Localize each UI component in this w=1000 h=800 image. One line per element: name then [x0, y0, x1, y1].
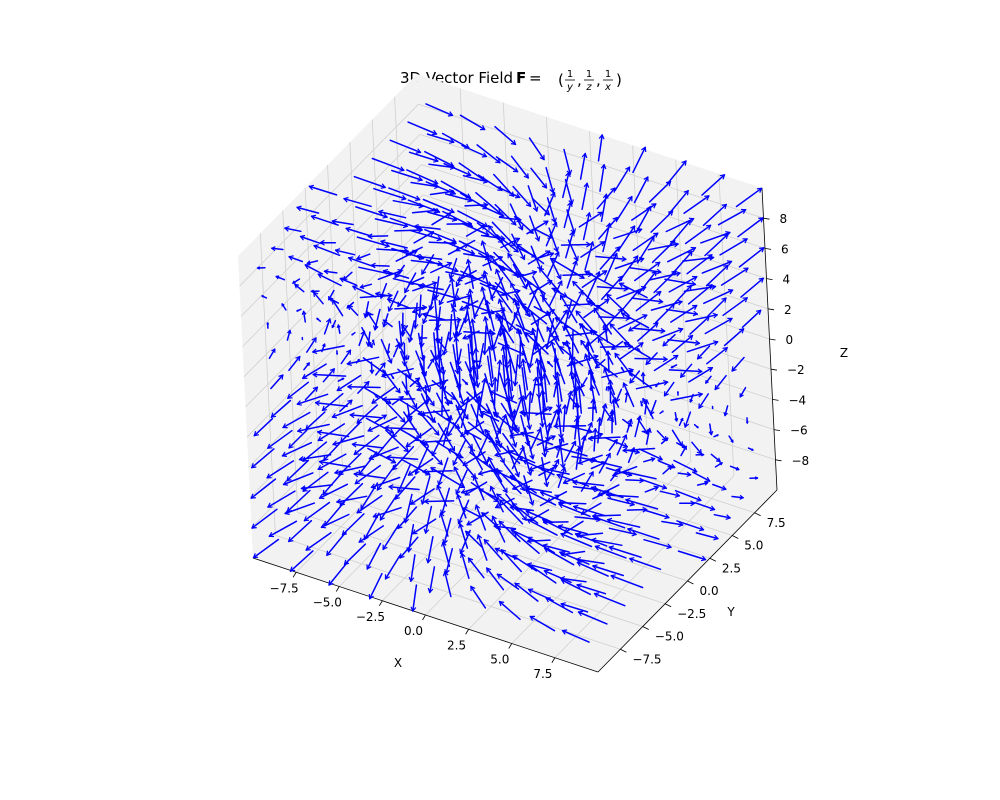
x-axis-label: X [394, 656, 402, 670]
y-tick-label: 5.0 [744, 539, 763, 553]
title-comma-1: , [577, 71, 582, 89]
z-tick-label: 8 [780, 212, 788, 226]
y-tick-label: −7.5 [632, 652, 661, 666]
x-tick-label: −5.0 [313, 596, 342, 610]
quiver-arrow [606, 387, 607, 390]
y-axis-label: Y [726, 605, 735, 619]
y-tick-label: 0.0 [700, 584, 719, 598]
z-tick-label: −6 [790, 424, 808, 438]
y-tick-label: −2.5 [677, 607, 706, 621]
title-comp2-num: 1 [586, 69, 592, 80]
y-tick-label: −5.0 [655, 630, 684, 644]
z-tick-label: −4 [789, 393, 807, 407]
title-comma-2: , [596, 71, 601, 89]
z-axis-label: Z [840, 346, 848, 360]
title-equals: = [529, 69, 542, 87]
quiver-arrow [337, 351, 338, 354]
title-comp3-num: 1 [605, 69, 611, 80]
z-tick-label: 2 [784, 303, 792, 317]
x-tick-label: 7.5 [533, 667, 552, 681]
z-tick-label: −8 [792, 454, 810, 468]
x-tick-label: 0.0 [404, 624, 423, 638]
title-symbol: F [516, 69, 526, 87]
title-comp1-num: 1 [567, 69, 573, 80]
x-tick-label: 5.0 [490, 653, 509, 667]
title-comp1-den: y [566, 82, 574, 93]
x-tick-label: 2.5 [447, 638, 466, 652]
z-tick-label: 6 [781, 242, 789, 256]
z-tick-label: −2 [787, 363, 805, 377]
title-paren-close: ) [616, 71, 622, 89]
title-comp2-den: z [585, 82, 592, 93]
y-tick-label: 2.5 [722, 561, 741, 575]
y-tick-label: 7.5 [767, 516, 786, 530]
title-paren-open: ( [558, 71, 564, 89]
x-tick-label: −2.5 [356, 610, 385, 624]
title-comp3-den: x [604, 82, 611, 93]
quiver-arrow [677, 392, 678, 395]
z-tick-label: 4 [783, 273, 791, 287]
z-tick-label: 0 [786, 333, 794, 347]
x-tick-label: −7.5 [270, 581, 299, 595]
